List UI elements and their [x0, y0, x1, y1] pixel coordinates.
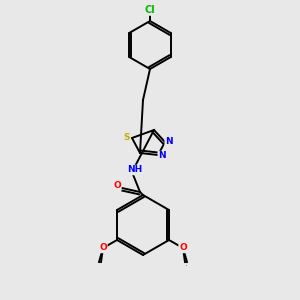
Text: O: O — [99, 244, 107, 253]
Text: NH: NH — [128, 166, 142, 175]
Text: S: S — [124, 134, 130, 142]
Text: Cl: Cl — [145, 5, 155, 15]
Text: N: N — [165, 136, 173, 146]
Text: N: N — [158, 152, 166, 160]
Text: O: O — [113, 182, 121, 190]
Text: O: O — [179, 244, 187, 253]
